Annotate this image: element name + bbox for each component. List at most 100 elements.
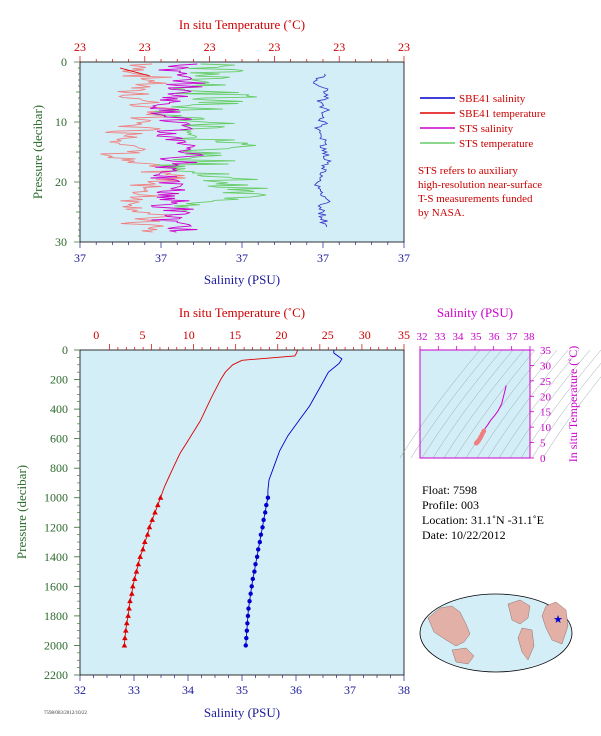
ts-salinity-tick-label: 34 [453, 331, 465, 343]
temperature-marker [152, 509, 158, 515]
ts-salinity-tick-label: 32 [417, 331, 428, 343]
temperature-marker [129, 583, 136, 589]
ts-segment [501, 393, 505, 405]
salinity-marker [258, 532, 264, 537]
salinity-marker [243, 643, 248, 648]
isopycnal-curve [520, 349, 601, 459]
ts-temp-tick-label: 10 [540, 422, 552, 434]
salinity-marker [244, 635, 249, 641]
main-pressure-tick-label: 2200 [44, 668, 68, 682]
salinity-marker [246, 606, 251, 611]
legend-note-line: by NASA. [418, 207, 465, 219]
temperature-marker [122, 635, 128, 641]
main-salinity-tick-label: 33 [128, 683, 140, 697]
main-panel-ticks [74, 344, 405, 681]
float-info: Float: 7598 Profile: 003 Location: 31.1˚… [422, 483, 544, 542]
ts-salinity-tick-label: 37 [507, 331, 519, 343]
temperature-marker [125, 612, 131, 618]
sts-temperature-noisy-trace [100, 63, 186, 233]
legend-note-line: STS refers to auxiliary [418, 165, 518, 177]
main-temp-tick-label: 35 [398, 328, 410, 342]
top-panel-traces [100, 63, 332, 233]
salinity-marker [253, 562, 258, 567]
main-pressure-tick-label: 0 [62, 343, 68, 357]
legend-note-line: T-S measurements funded [418, 193, 533, 205]
ts-panel: Salinity (PSU) 32 33 34 35 36 37 38 0 5 … [399, 305, 601, 465]
main-temp-tick-labels: 0 5 10 15 20 25 30 35 [93, 328, 410, 342]
footer-code: 7598/003/2012/10/22 [44, 711, 88, 716]
ts-point [473, 440, 479, 446]
salinity-marker [248, 591, 253, 596]
top-salinity-tick-label: 37 [236, 251, 248, 265]
main-temp-axis-title: In situ Temperature (˚C) [179, 305, 305, 320]
temperature-marker [131, 575, 138, 581]
ts-temp-tick-label: 30 [540, 360, 552, 372]
main-salinity-tick-label: 35 [236, 683, 248, 697]
isopycnal-curve [465, 349, 547, 459]
salinity-marker [256, 547, 261, 552]
isopycnal-curve [432, 349, 514, 459]
legend-label-sbe41-temperature: SBE41 temperature [459, 108, 546, 120]
top-salinity-tick-label: 37 [398, 251, 410, 265]
top-temp-tick-label: 23 [204, 40, 216, 54]
main-temp-tick-label: 30 [359, 328, 371, 342]
main-temp-tick-label: 20 [275, 328, 287, 342]
sbe41-salinity-line [245, 350, 343, 646]
isopycnal-curve [410, 349, 492, 459]
ts-temp-tick-label: 20 [540, 391, 552, 403]
sts-temperature-trace [154, 63, 268, 212]
main-pressure-tick-label: 1000 [44, 491, 68, 505]
ts-segment [484, 424, 489, 429]
temperature-marker [121, 642, 128, 648]
sbe41-salinity-trace [312, 73, 332, 228]
main-temp-tick-label: 25 [322, 328, 334, 342]
main-salinity-tick-label: 38 [398, 683, 410, 697]
main-temp-tick-label: 0 [93, 328, 99, 342]
ts-temp-tick-label: 35 [540, 345, 552, 357]
legend-label-sbe41-salinity: SBE41 salinity [459, 93, 526, 105]
top-temp-tick-label: 23 [268, 40, 280, 54]
ts-segment [503, 385, 507, 394]
top-pressure-tick-label: 0 [61, 55, 67, 69]
main-plot-area [80, 350, 404, 675]
main-pressure-tick-label: 1200 [44, 520, 68, 534]
top-temp-tick-labels: 23 23 23 23 23 23 [74, 40, 410, 54]
top-salinity-tick-labels: 37 37 37 37 37 [74, 251, 410, 265]
ts-salinity-tick-label: 33 [435, 331, 447, 343]
profile-date: Date: 10/22/2012 [422, 528, 506, 542]
temperature-marker [149, 516, 156, 522]
map-land-south-america [517, 627, 535, 661]
isopycnal-curve [542, 376, 601, 459]
main-salinity-tick-labels: 32 33 34 35 36 37 38 [74, 683, 410, 697]
top-pressure-tick-label: 30 [55, 235, 67, 249]
main-temp-tick-label: 15 [229, 328, 241, 342]
map-land-north-america [507, 599, 531, 625]
top-pressure-tick-label: 10 [55, 115, 67, 129]
top-salinity-tick-label: 37 [317, 251, 329, 265]
legend-note-line: high-resolution near-surface [418, 179, 542, 191]
ts-plot-area [420, 350, 530, 458]
ts-diagram-series [399, 349, 601, 459]
main-pressure-tick-label: 1800 [44, 609, 68, 623]
temperature-marker [123, 627, 129, 633]
ts-salinity-tick-label: 38 [524, 331, 536, 343]
salinity-marker [252, 569, 257, 574]
top-temp-tick-label: 23 [398, 40, 410, 54]
salinity-marker [263, 510, 268, 515]
salinity-marker [265, 495, 271, 500]
main-profile-series [121, 349, 343, 648]
top-salinity-axis-title: Salinity (PSU) [204, 272, 280, 287]
main-pressure-tick-label: 600 [50, 432, 68, 446]
salinity-marker [264, 502, 269, 508]
top-panel: In situ Temperature (˚C) 23 23 23 23 23 … [30, 17, 410, 287]
temperature-marker [140, 546, 146, 552]
temperature-marker [133, 568, 140, 574]
main-pressure-tick-labels: 0 200 400 600 800 1000 1200 1400 1600 18… [44, 343, 68, 682]
isopycnal-curve [443, 349, 525, 459]
salinity-marker [249, 584, 254, 589]
temperature-marker [135, 561, 142, 567]
profile-number: Profile: 003 [422, 498, 479, 512]
main-salinity-tick-label: 32 [74, 683, 86, 697]
top-temp-tick-label: 23 [74, 40, 86, 54]
main-pressure-tick-label: 400 [50, 402, 68, 416]
